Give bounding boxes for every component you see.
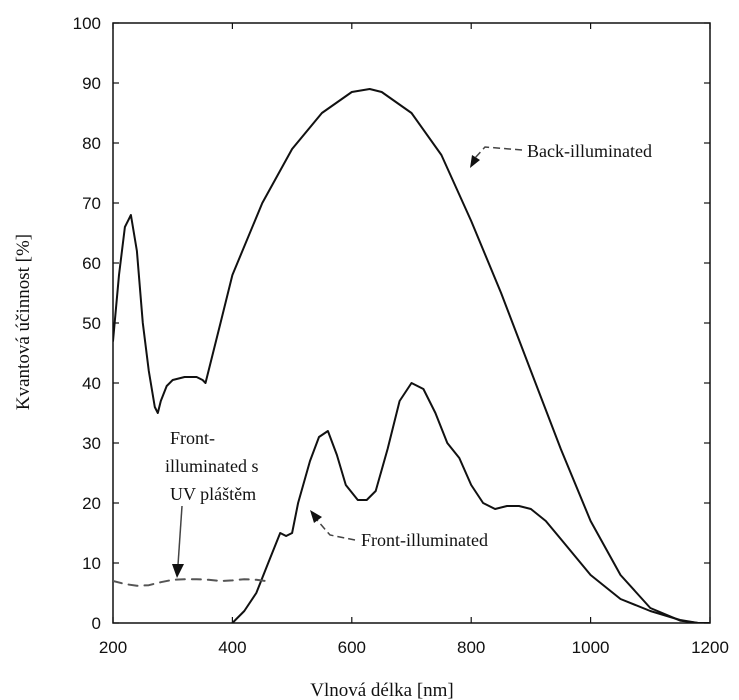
x-tick-label-1000: 1000 (572, 638, 610, 657)
y-tick-label-60: 60 (82, 254, 101, 273)
tick-labels: 200 400 600 800 1000 1200 0 10 20 30 40 50 60 70 80 90 1… (73, 14, 729, 657)
y-tick-label-20: 20 (82, 494, 101, 513)
series-line-1 (231, 382, 700, 623)
arrowhead-front-illuminated (310, 510, 322, 523)
leader-front-uv (177, 505, 183, 566)
x-axis-title: Vlnová délka [nm] (310, 680, 454, 700)
series-group (113, 88, 710, 623)
y-tick-label-30: 30 (82, 434, 101, 453)
y-tick-label-40: 40 (82, 374, 101, 393)
annotation-front-uv-line-1: Front- (170, 428, 215, 448)
y-tick-label-70: 70 (82, 194, 101, 213)
x-tick-label-200: 200 (99, 638, 127, 657)
series-line-0 (113, 88, 710, 623)
arrowhead-front-uv (172, 564, 184, 578)
annotation-front-uv-line-2: illuminated s (165, 456, 259, 476)
y-tick-label-100: 100 (73, 14, 101, 33)
x-tick-label-600: 600 (338, 638, 366, 657)
y-tick-label-50: 50 (82, 314, 101, 333)
x-tick-label-800: 800 (457, 638, 485, 657)
y-tick-label-90: 90 (82, 74, 101, 93)
y-axis-title: Kvantová účinnost [%] (13, 234, 34, 410)
y-tick-label-80: 80 (82, 134, 101, 153)
annotation-back-illuminated: Back-illuminated (527, 141, 652, 161)
arrowhead-back-illuminated (470, 155, 480, 168)
x-tick-label-400: 400 (218, 638, 246, 657)
series-line-2 (113, 578, 267, 587)
leader-front-illuminated (316, 519, 356, 541)
annotation-leaders (172, 146, 523, 578)
annotation-front-illuminated: Front-illuminated (361, 530, 488, 550)
annotation-front-uv-line-3: UV pláštěm (170, 484, 256, 504)
axis-ticks (112, 22, 711, 624)
x-tick-label-1200: 1200 (691, 638, 729, 657)
leader-back-illuminated (474, 146, 523, 159)
y-tick-label-10: 10 (82, 554, 101, 573)
y-tick-label-0: 0 (92, 614, 101, 633)
